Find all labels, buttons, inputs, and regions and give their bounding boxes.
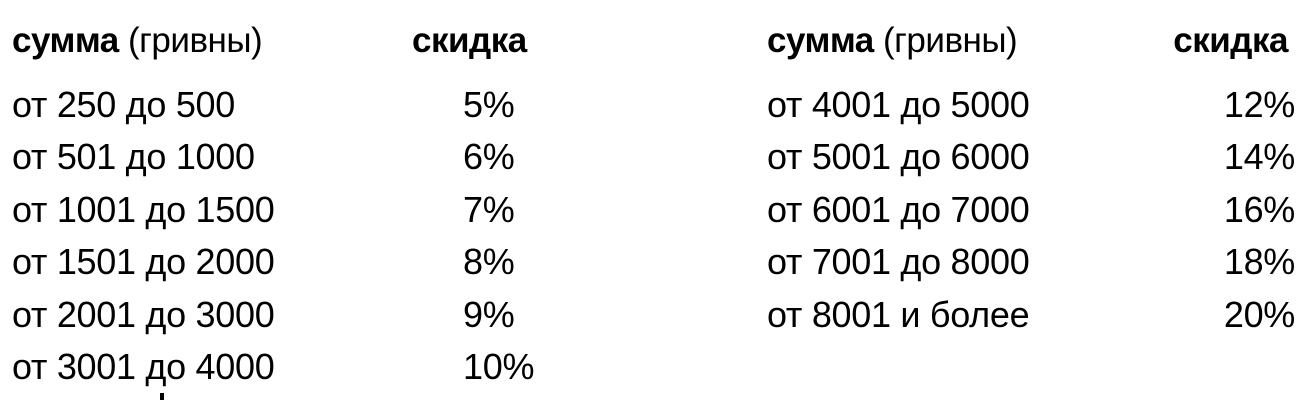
range-cell: от 4001 до 5000: [767, 84, 1030, 125]
sum-unit: (гривны): [128, 21, 263, 60]
table-row: от 6001 до 7000 16%: [0, 184, 1313, 236]
sum-column-header: сумма (гривны): [767, 18, 1018, 64]
range-cell: от 2001 до 3000: [12, 294, 275, 335]
discount-column-header: скидка: [412, 18, 527, 64]
table-row: от 4001 до 5000 12%: [0, 79, 1313, 131]
table-row: от 8001 и более 20%: [0, 289, 1313, 341]
sum-label: сумма: [767, 21, 874, 60]
discount-cell: 12%: [1223, 84, 1295, 125]
table-row: от 7001 до 8000 18%: [0, 236, 1313, 288]
range-cell: от 1501 до 2000: [12, 241, 275, 282]
range-cell: от 501 до 1000: [12, 136, 255, 177]
sum-label: сумма: [12, 21, 119, 60]
discount-cell: 20%: [1223, 294, 1295, 335]
clipped-text-fragment: [160, 393, 164, 400]
range-cell: от 5001 до 6000: [767, 136, 1030, 177]
discount-label: скидка: [412, 21, 527, 60]
discount-cell: 5%: [463, 84, 515, 125]
discount-cell: 10%: [463, 346, 535, 387]
discount-column-header: скидка: [1173, 18, 1288, 64]
discount-cell: 14%: [1223, 136, 1295, 177]
sum-column-header: сумма (гривны): [12, 18, 263, 64]
range-cell: от 7001 до 8000: [767, 241, 1030, 282]
range-cell: от 250 до 500: [12, 84, 235, 125]
range-cell: от 6001 до 7000: [767, 189, 1030, 230]
discount-cell: 18%: [1223, 241, 1295, 282]
discount-cell: 6%: [463, 136, 515, 177]
range-cell: от 1001 до 1500: [12, 189, 275, 230]
discount-cell: 16%: [1223, 189, 1295, 230]
sum-unit: (гривны): [883, 21, 1018, 60]
discount-cell: 7%: [463, 189, 515, 230]
range-cell: от 8001 и более: [767, 294, 1030, 335]
discount-cell: 9%: [463, 294, 515, 335]
discount-cell: 8%: [463, 241, 515, 282]
range-cell: от 3001 до 4000: [12, 346, 275, 387]
table-row: от 5001 до 6000 14%: [0, 131, 1313, 183]
discount-label: скидка: [1173, 21, 1288, 60]
